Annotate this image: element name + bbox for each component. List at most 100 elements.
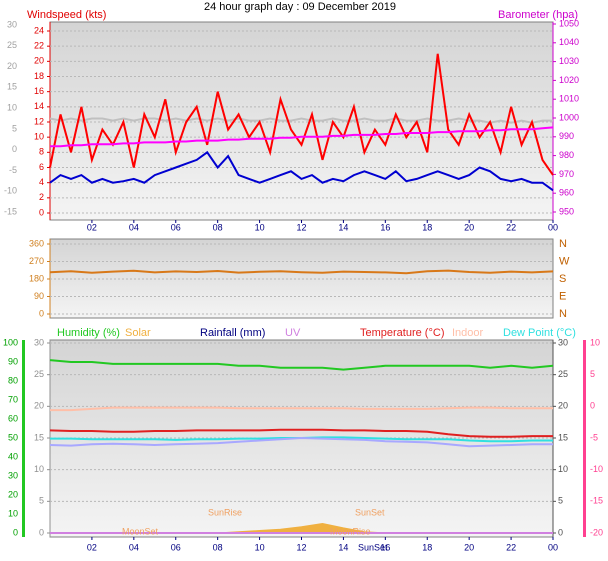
x-tick-label: 20 bbox=[464, 542, 474, 552]
y2-tick-label: 1050 bbox=[559, 18, 579, 28]
y-tick-label: 10 bbox=[34, 132, 44, 142]
x-tick-label: 02 bbox=[87, 542, 97, 552]
y3-tick-label: 20 bbox=[34, 401, 44, 411]
y3-tick-label: 0 bbox=[12, 144, 17, 154]
y2-tick-label: N bbox=[559, 308, 567, 320]
y2-tick-label: 980 bbox=[559, 150, 574, 160]
y3-tick-label: 10 bbox=[7, 102, 17, 112]
y-tick-label: 360 bbox=[29, 238, 44, 248]
x-tick-label: 02 bbox=[87, 222, 97, 232]
series-line bbox=[50, 406, 553, 412]
x-tick-label: 12 bbox=[296, 222, 306, 232]
annotation: SunSet bbox=[355, 507, 385, 517]
y-tick-label: 80 bbox=[8, 375, 18, 385]
y-axis-label: Windspeed (kts) bbox=[27, 9, 106, 21]
chart-title: 24 hour graph day : 09 December 2019 bbox=[204, 1, 396, 13]
x-tick-label: 22 bbox=[506, 222, 516, 232]
y-tick-label: 2 bbox=[39, 192, 44, 202]
y2-tick-label: 20 bbox=[558, 401, 568, 411]
x-tick-label: 14 bbox=[338, 542, 348, 552]
y-tick-label: 10 bbox=[8, 508, 18, 518]
y-tick-label: 20 bbox=[34, 56, 44, 66]
y3-tick-label: 20 bbox=[7, 61, 17, 71]
x-tick-label: 16 bbox=[380, 542, 390, 552]
y2-tick-label: S bbox=[559, 273, 566, 285]
y3-tick-label: -15 bbox=[4, 206, 17, 216]
x-tick-label: 12 bbox=[296, 542, 306, 552]
y3-tick-label: 15 bbox=[34, 432, 44, 442]
series-line bbox=[49, 428, 553, 438]
annotation: SunRise bbox=[208, 507, 242, 517]
y4-tick-label: -15 bbox=[590, 496, 603, 506]
y2-axis-label: Barometer (hpa) bbox=[498, 9, 578, 21]
y4-tick-label: -10 bbox=[590, 464, 603, 474]
y-tick-label: 0 bbox=[39, 207, 44, 217]
y-tick-label: 30 bbox=[8, 470, 18, 480]
legend-entry: Dew Point (°C) bbox=[503, 327, 576, 339]
y-tick-label: 0 bbox=[13, 527, 18, 537]
y2-tick-label: 1000 bbox=[559, 112, 579, 122]
y2-tick-label: 25 bbox=[558, 369, 568, 379]
legend-entry: Indoor bbox=[452, 327, 484, 339]
y-tick-label: 16 bbox=[34, 86, 44, 96]
series-line bbox=[49, 150, 554, 192]
y2-tick-label: 1010 bbox=[559, 94, 579, 104]
y3-tick-label: 5 bbox=[12, 123, 17, 133]
x-tick-label: 00 bbox=[548, 222, 558, 232]
x-tick-label: 18 bbox=[422, 542, 432, 552]
x-tick-label: 20 bbox=[464, 222, 474, 232]
y3-tick-label: 30 bbox=[7, 19, 17, 29]
y3-tick-label: 0 bbox=[39, 527, 44, 537]
y-tick-label: 22 bbox=[34, 41, 44, 51]
y-tick-label: 70 bbox=[8, 394, 18, 404]
x-tick-label: 16 bbox=[380, 222, 390, 232]
x-tick-label: 06 bbox=[171, 222, 181, 232]
y2-tick-label: 15 bbox=[558, 432, 568, 442]
y3-tick-label: 15 bbox=[7, 82, 17, 92]
annotation: MoonRise bbox=[330, 526, 371, 536]
y-tick-label: 40 bbox=[8, 451, 18, 461]
y2-tick-label: 1030 bbox=[559, 56, 579, 66]
y3-tick-label: 5 bbox=[39, 496, 44, 506]
y-tick-label: 24 bbox=[34, 25, 44, 35]
annotation: SunSet bbox=[358, 542, 388, 552]
y2-tick-label: 5 bbox=[558, 496, 563, 506]
x-tick-label: 10 bbox=[255, 542, 265, 552]
y2-tick-label: 1020 bbox=[559, 75, 579, 85]
y-tick-label: 6 bbox=[39, 162, 44, 172]
y2-tick-label: N bbox=[559, 238, 567, 250]
x-tick-label: 04 bbox=[129, 222, 139, 232]
y-tick-label: 18 bbox=[34, 71, 44, 81]
y-tick-label: 14 bbox=[34, 101, 44, 111]
y4-tick-label: -5 bbox=[590, 432, 598, 442]
y2-tick-label: W bbox=[559, 255, 570, 267]
y4-tick-label: 0 bbox=[590, 401, 595, 411]
series-line bbox=[49, 53, 554, 176]
y2-tick-label: 10 bbox=[558, 464, 568, 474]
y-tick-label: 50 bbox=[8, 432, 18, 442]
y-tick-label: 20 bbox=[8, 489, 18, 499]
x-tick-label: 10 bbox=[255, 222, 265, 232]
y2-tick-label: E bbox=[559, 290, 566, 302]
y3-tick-label: 25 bbox=[34, 369, 44, 379]
y3-tick-label: -5 bbox=[9, 165, 17, 175]
legend-entry: Solar bbox=[125, 327, 151, 339]
y-tick-label: 100 bbox=[3, 337, 18, 347]
series-line bbox=[49, 436, 553, 448]
legend-entry: Temperature (°C) bbox=[360, 327, 444, 339]
y2-tick-label: 0 bbox=[558, 527, 563, 537]
y-tick-label: 60 bbox=[8, 413, 18, 423]
plot-frame bbox=[49, 238, 554, 319]
y-tick-label: 4 bbox=[39, 177, 44, 187]
y-tick-label: 90 bbox=[8, 356, 18, 366]
x-tick-label: 08 bbox=[213, 222, 223, 232]
y2-tick-label: 970 bbox=[559, 169, 574, 179]
y-tick-label: 180 bbox=[29, 273, 44, 283]
x-tick-label: 08 bbox=[213, 542, 223, 552]
series-line bbox=[50, 126, 554, 148]
y3-tick-label: 10 bbox=[34, 464, 44, 474]
y3-tick-label: 25 bbox=[7, 40, 17, 50]
x-tick-label: 22 bbox=[506, 542, 516, 552]
y2-tick-label: 30 bbox=[558, 337, 568, 347]
